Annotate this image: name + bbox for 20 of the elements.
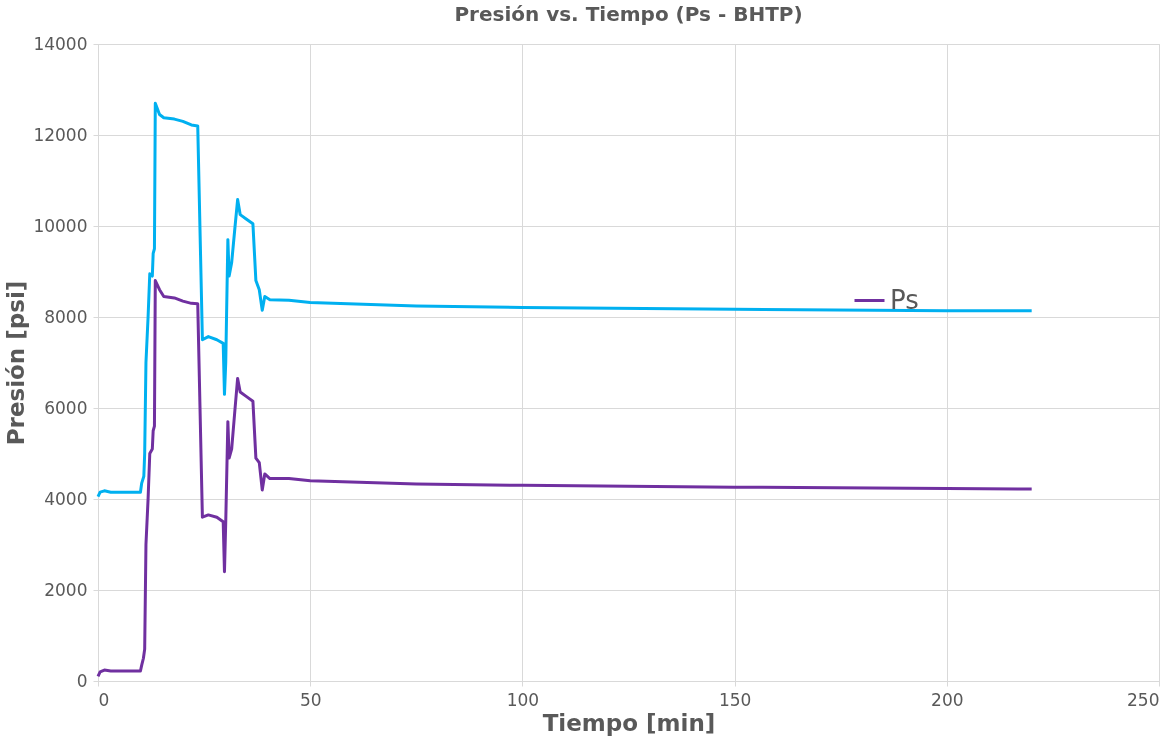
x-tick-label: 50 bbox=[299, 689, 322, 710]
y-tick-label: 10000 bbox=[33, 215, 88, 236]
x-tick-label: 100 bbox=[506, 689, 540, 710]
y-tick-label: 2000 bbox=[44, 579, 88, 600]
y-tick-label: 8000 bbox=[44, 306, 88, 327]
chart-title: Presión vs. Tiempo (Ps - BHTP) bbox=[454, 2, 803, 26]
line-series bbox=[96, 279, 1034, 678]
x-axis-title: Tiempo [min] bbox=[542, 709, 716, 736]
x-tick-label: 0 bbox=[98, 689, 110, 710]
legend-label: Ps bbox=[890, 284, 919, 315]
y-tick-label: 0 bbox=[76, 670, 88, 691]
x-tick-label: 200 bbox=[931, 689, 964, 710]
line-series bbox=[96, 101, 1034, 499]
y-tick-label: 14000 bbox=[33, 33, 88, 54]
y-tick-label: 4000 bbox=[44, 488, 88, 509]
y-tick-label: 6000 bbox=[44, 397, 88, 418]
y-axis-title: Presión [psi] bbox=[3, 280, 30, 446]
x-tick-label: 250 bbox=[1127, 689, 1160, 710]
x-tick-label: 150 bbox=[718, 689, 752, 710]
y-tick-label: 12000 bbox=[33, 124, 88, 145]
